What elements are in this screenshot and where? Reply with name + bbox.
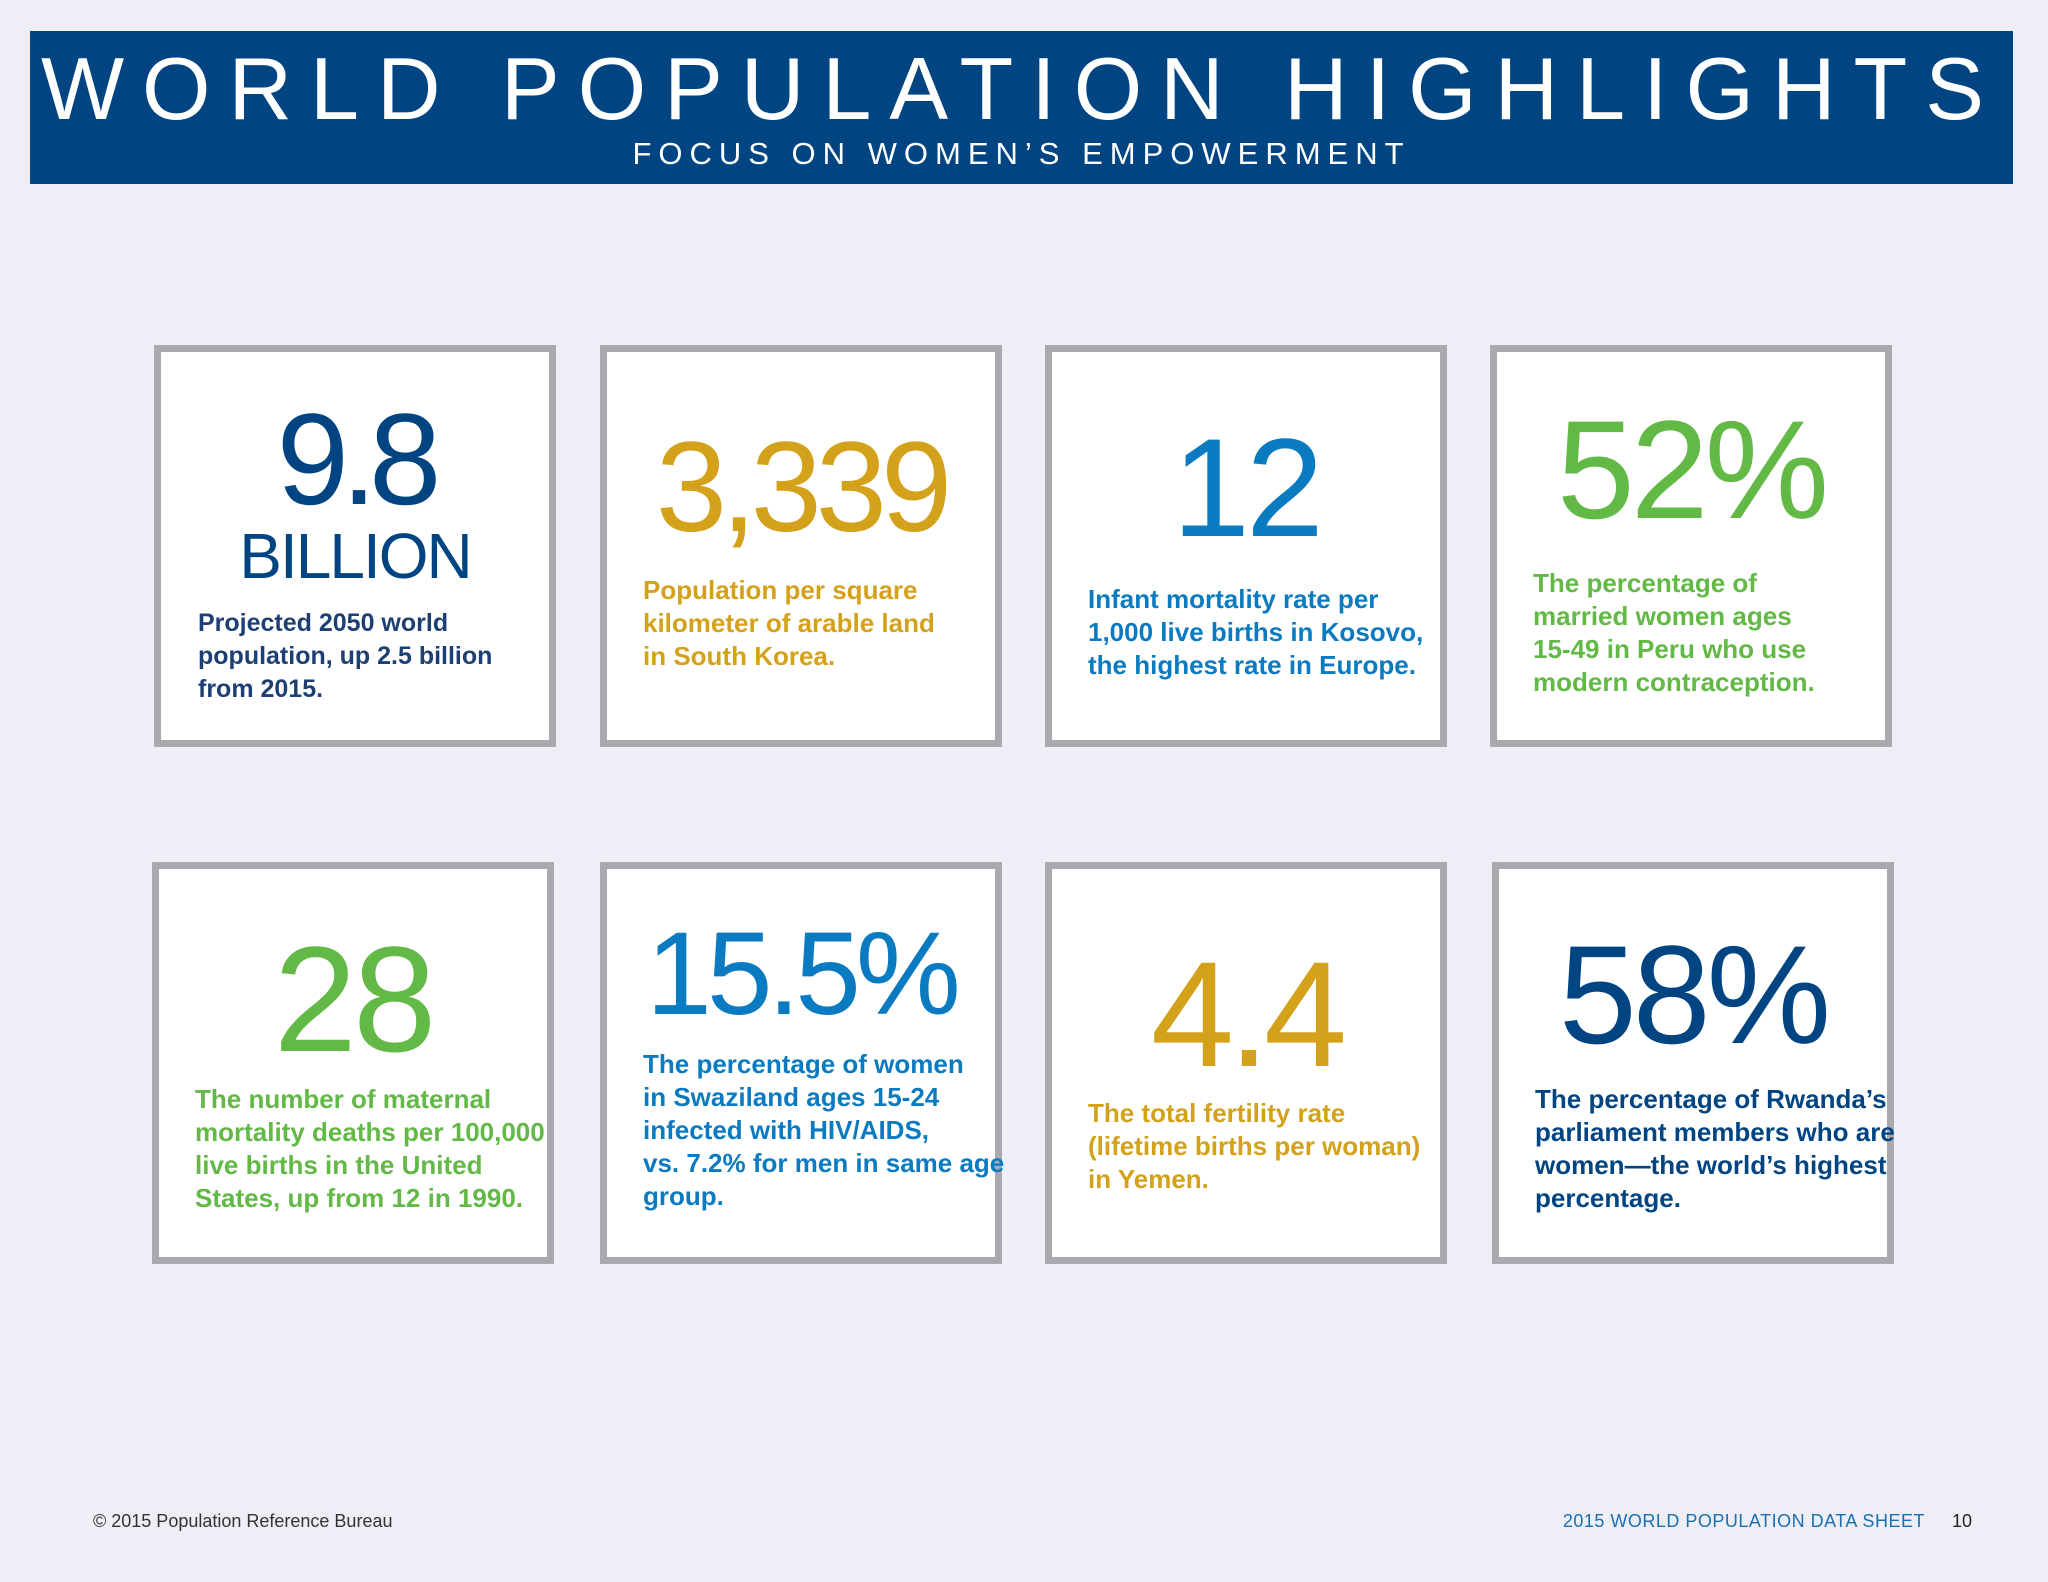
stat-description: Projected 2050 world population, up 2.5 …	[198, 609, 493, 703]
stat-card-kosovo-infant-mortality: 12 Infant mortality rate per 1,000 live …	[1045, 345, 1447, 747]
stat-card-us-maternal-mortality: 28 The number of maternal mortality deat…	[152, 862, 554, 1264]
copyright-text: © 2015 Population Reference Bureau	[93, 1511, 393, 1531]
stat-value: 12	[1172, 409, 1324, 566]
stat-description: The percentage of Rwanda’s parliament me…	[1535, 1084, 1895, 1213]
stat-description: The number of maternal mortality deaths …	[195, 1084, 545, 1213]
stat-description: The percentage of married women ages 15-…	[1533, 568, 1815, 697]
stat-card-world-population: 9.8 BILLION Projected 2050 world populat…	[154, 345, 556, 747]
stat-value: 3,339	[655, 416, 952, 559]
stat-value: 15.5%	[646, 908, 961, 1040]
stat-card-yemen-fertility: 4.4 The total fertility rate (lifetime b…	[1045, 862, 1447, 1264]
stat-description: The percentage of women in Swaziland age…	[643, 1049, 1005, 1211]
header-banner: WORLD POPULATION HIGHLIGHTS FOCUS ON WOM…	[30, 31, 2013, 184]
stat-card-peru-contraception: 52% The percentage of married women ages…	[1490, 345, 1892, 747]
page-title: WORLD POPULATION HIGHLIGHTS	[41, 39, 2002, 138]
stat-card-rwanda-parliament: 58% The percentage of Rwanda’s parliamen…	[1492, 862, 1895, 1264]
page-number: 10	[1951, 1511, 1972, 1531]
stat-value: 28	[273, 915, 437, 1083]
stat-card-swaziland-hiv: 15.5% The percentage of women in Swazila…	[600, 862, 1005, 1264]
data-sheet-name: 2015 WORLD POPULATION DATA SHEET	[1562, 1511, 1925, 1531]
stat-value: 9.8	[276, 386, 442, 532]
stat-value: 58%	[1558, 916, 1831, 1073]
stat-card-south-korea-density: 3,339 Population per square kilometer of…	[600, 345, 1002, 747]
stat-description: Infant mortality rate per 1,000 live bir…	[1088, 584, 1424, 680]
page-footer: 2015 WORLD POPULATION DATA SHEET 10	[1563, 1511, 1972, 1532]
page-subtitle: FOCUS ON WOMEN’S EMPOWERMENT	[632, 136, 1411, 171]
stat-description: The total fertility rate (lifetime birth…	[1088, 1098, 1421, 1194]
stat-unit: BILLION	[239, 520, 472, 592]
stat-description: Population per square kilometer of arabl…	[643, 575, 935, 671]
stat-value: 4.4	[1150, 930, 1348, 1098]
stat-value: 52%	[1556, 391, 1829, 548]
